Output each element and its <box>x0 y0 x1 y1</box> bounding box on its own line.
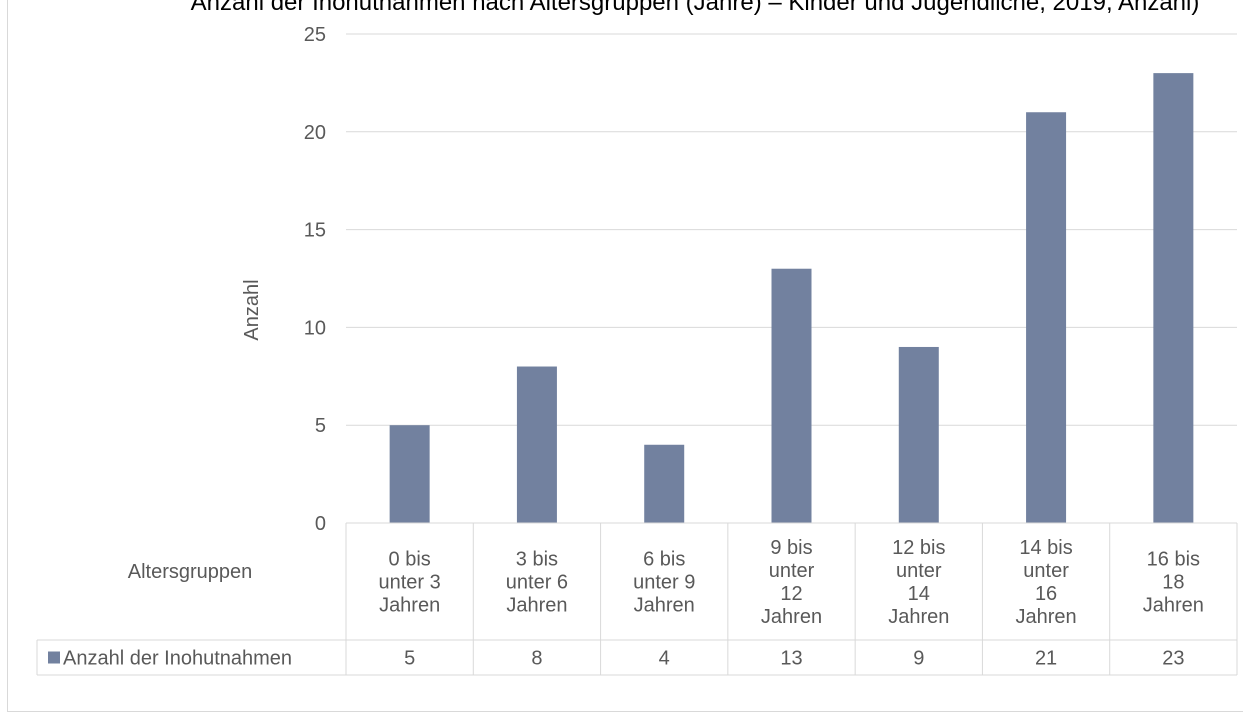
chart-title: Anzahl der Inohutnahmen nach Altersgrupp… <box>190 0 1200 16</box>
x-tick-label: 0 bis unter 3 Jahren <box>379 549 441 617</box>
y-tick-label: 20 <box>304 122 326 144</box>
data-label: 13 <box>780 648 802 670</box>
y-tick-label: 0 <box>315 513 326 535</box>
bar <box>516 366 557 523</box>
bar <box>1153 73 1194 524</box>
bar <box>644 444 685 523</box>
data-table: 0 bis unter 3 Jahren 3 bis unter 6 Jahren 6 bi… <box>36 522 1238 676</box>
y-axis-ticks: 0 5 10 15 20 25 <box>304 24 326 535</box>
y-tick-label: 15 <box>304 220 326 242</box>
legend-key <box>48 651 60 664</box>
x-axis-label: Altersgruppen <box>128 561 253 583</box>
y-tick-label: 5 <box>315 415 326 437</box>
x-tick-label: 14 bis unter 16 Jahren <box>1015 537 1076 628</box>
x-tick-label: 3 bis unter 6 Jahren <box>506 549 568 617</box>
x-tick-label: 16 bis 18 Jahren <box>1143 549 1204 617</box>
x-tick-label: 12 bis unter 14 Jahren <box>888 537 949 628</box>
y-axis-label: Anzahl <box>241 279 263 340</box>
bar <box>389 425 430 523</box>
x-tick-label: 6 bis unter 9 Jahren <box>633 549 695 617</box>
y-tick-label: 10 <box>304 317 326 339</box>
data-label: 4 <box>659 648 670 670</box>
bars <box>389 73 1194 524</box>
legend-label: Anzahl der Inohutnahmen <box>63 648 292 670</box>
x-tick-label: 9 bis unter 12 Jahren <box>761 537 822 628</box>
y-tick-label: 25 <box>304 24 326 46</box>
data-label: 21 <box>1035 648 1057 670</box>
data-label: 9 <box>913 648 924 670</box>
chart-frame <box>7 0 1243 712</box>
data-label: 5 <box>404 648 415 670</box>
bar <box>1026 112 1067 524</box>
data-label: 8 <box>531 648 542 670</box>
bar <box>898 346 939 523</box>
data-label: 23 <box>1162 648 1184 670</box>
bar <box>771 268 812 523</box>
